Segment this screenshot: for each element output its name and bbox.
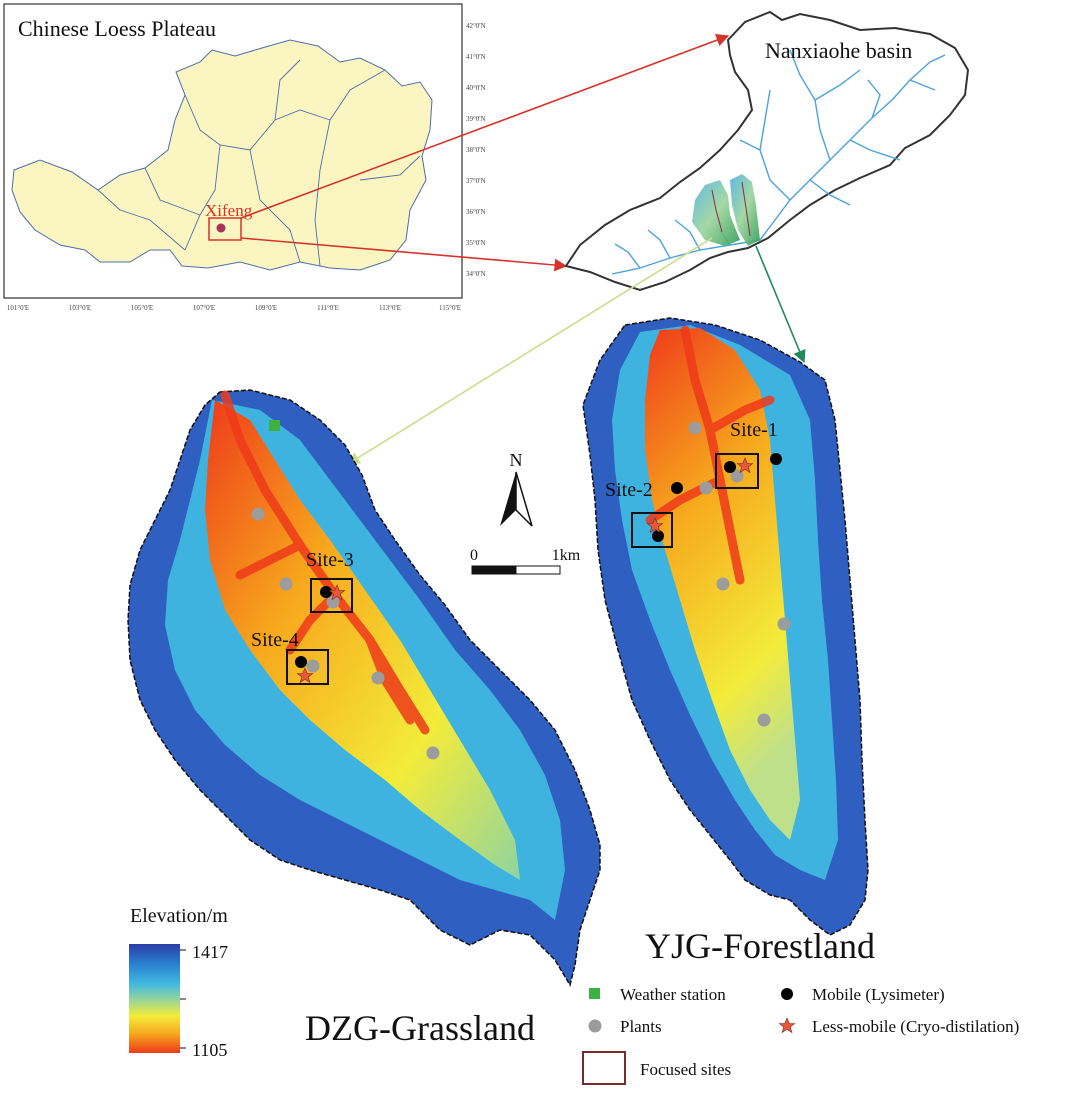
- plant-marker: [757, 713, 771, 727]
- scale-end-label: 1km: [552, 547, 581, 564]
- site-1-box: [715, 453, 759, 489]
- zoom-arrow-lower: [240, 237, 568, 272]
- legend-focused-icon: [582, 1051, 626, 1085]
- latitude-ticks: 42°0'N 41°0'N 40°0'N 39°0'N 38°0'N 37°0'…: [466, 22, 486, 278]
- cryo-star-marker: [736, 457, 754, 474]
- lat-tick: 38°0'N: [466, 146, 486, 154]
- north-arrow: N: [500, 450, 533, 527]
- arrow-to-grassland: [346, 237, 713, 465]
- legend-weather-label: Weather station: [620, 985, 726, 1004]
- scale-start-label: 0: [470, 547, 478, 564]
- lysimeter-marker: [295, 656, 307, 668]
- legend-weather-icon: [589, 988, 600, 999]
- elevation-title: Elevation/m: [130, 905, 228, 927]
- elevation-colorbar: [129, 944, 180, 1053]
- lat-tick: 39°0'N: [466, 115, 486, 123]
- plant-marker: [251, 507, 265, 521]
- river-network: [611, 49, 946, 275]
- longitude-ticks: 101°0'E 103°0'E 105°0'E 107°0'E 109°0'E …: [7, 304, 461, 312]
- focused-site-boxes: [286, 453, 759, 685]
- legend-plant-label: Plants: [620, 1017, 662, 1036]
- basin-outline: [564, 10, 970, 292]
- plant-marker: [699, 481, 713, 495]
- province-boundaries: [97, 59, 421, 267]
- legend-plant-icon: [588, 1019, 602, 1033]
- elevation-min-label: 1105: [192, 1040, 227, 1060]
- site-1-label: Site-1: [730, 419, 778, 441]
- lysimeter-marker: [320, 586, 332, 598]
- lon-tick: 115°0'E: [439, 304, 461, 312]
- lysimeter-marker: [724, 461, 736, 473]
- plant-marker: [279, 577, 293, 591]
- basin-title: Nanxiaohe basin: [765, 38, 912, 63]
- lon-tick: 105°0'E: [131, 304, 153, 312]
- weather-station-marker: [269, 420, 280, 431]
- lysimeter-marker: [671, 482, 683, 494]
- cryo-star-marker: [328, 584, 346, 601]
- lon-tick: 109°0'E: [255, 304, 277, 312]
- grassland-label: DZG-Grassland: [305, 1008, 535, 1048]
- sample-markers: [251, 420, 791, 760]
- plant-marker: [688, 421, 702, 435]
- legend-mobile-icon: [781, 988, 793, 1000]
- north-arrow-left-icon: [500, 472, 516, 526]
- lon-tick: 101°0'E: [7, 304, 29, 312]
- forestland-catchment: YJG-Forestland: [582, 317, 875, 966]
- lon-tick: 111°0'E: [317, 304, 339, 312]
- basin-focus-forestland: [730, 174, 760, 246]
- cryo-star-marker: [296, 667, 314, 684]
- lysimeter-marker: [770, 453, 782, 465]
- lat-tick: 35°0'N: [466, 239, 486, 247]
- forestland-label: YJG-Forestland: [645, 926, 875, 966]
- inset-title: Chinese Loess Plateau: [18, 16, 216, 41]
- legend-star-icon: [778, 1017, 796, 1034]
- north-label: N: [510, 450, 523, 470]
- zoom-arrow-upper: [240, 34, 730, 219]
- lysimeter-marker: [652, 530, 664, 542]
- plant-marker: [326, 595, 340, 609]
- loess-plateau-inset: 42°0'N 41°0'N 40°0'N 39°0'N 38°0'N 37°0'…: [3, 3, 486, 312]
- lat-tick: 40°0'N: [466, 84, 486, 92]
- north-arrow-right-icon: [515, 471, 533, 527]
- symbol-legend: Weather station Plants Mobile (Lysimeter…: [582, 985, 1019, 1085]
- lon-tick: 107°0'E: [193, 304, 215, 312]
- plant-marker: [306, 659, 320, 673]
- loess-plateau-region: [11, 39, 433, 271]
- lon-tick: 103°0'E: [69, 304, 91, 312]
- plant-marker: [371, 671, 385, 685]
- lat-tick: 36°0'N: [466, 208, 486, 216]
- xifeng-box: [208, 217, 242, 241]
- plant-marker: [716, 577, 730, 591]
- site-3-box: [310, 578, 353, 613]
- lat-tick: 42°0'N: [466, 22, 486, 30]
- site-2-label: Site-2: [605, 479, 653, 501]
- elevation-max-label: 1417: [192, 942, 228, 962]
- lat-tick: 34°0'N: [466, 270, 486, 278]
- site-4-label: Site-4: [251, 629, 299, 651]
- plant-marker: [426, 746, 440, 760]
- scale-bar: 0 1km: [470, 547, 581, 575]
- site-3-label: Site-3: [306, 549, 354, 571]
- xifeng-marker: [216, 223, 226, 233]
- xifeng-label: Xifeng: [205, 201, 253, 220]
- lon-tick: 113°0'E: [379, 304, 401, 312]
- basin-focus-grassland: [692, 180, 740, 246]
- focus-streams: [711, 181, 751, 237]
- arrow-to-forestland: [755, 245, 806, 364]
- elevation-legend: Elevation/m 1417 1105: [129, 905, 228, 1060]
- legend-focused-label: Focused sites: [640, 1060, 731, 1079]
- legend-mobile-label: Mobile (Lysimeter): [812, 985, 945, 1004]
- grassland-catchment: DZG-Grassland: [127, 389, 601, 1048]
- lat-tick: 37°0'N: [466, 177, 486, 185]
- lat-tick: 41°0'N: [466, 53, 486, 61]
- cryo-star-marker: [646, 517, 664, 534]
- legend-star-label: Less-mobile (Cryo-distilation): [812, 1017, 1019, 1036]
- site-4-box: [286, 649, 329, 685]
- site-labels: Site-1 Site-2 Site-3 Site-4: [251, 419, 778, 651]
- site-2-box: [631, 512, 673, 548]
- plant-marker: [777, 617, 791, 631]
- nanxiaohe-basin: Nanxiaohe basin: [564, 10, 970, 292]
